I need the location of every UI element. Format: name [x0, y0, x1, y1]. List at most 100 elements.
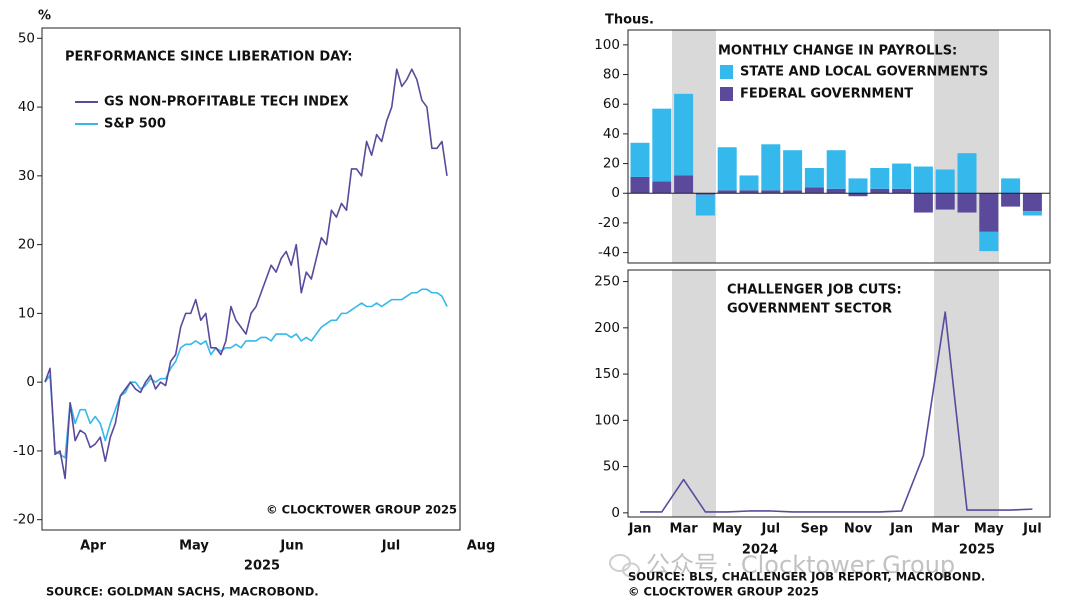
x-tick-label: Aug [467, 539, 496, 554]
bar [804, 168, 824, 188]
y-unit: % [38, 9, 51, 24]
legend-label: STATE AND LOCAL GOVERNMENTS [740, 65, 988, 80]
bar [979, 193, 999, 232]
y-tick-label: 0 [611, 505, 620, 521]
wechat-icon [609, 554, 640, 578]
x-tick-label: May [974, 522, 1004, 537]
bar [848, 193, 868, 197]
bar [913, 193, 933, 213]
x-tick-label: Jan [889, 522, 913, 537]
bar [1001, 178, 1021, 194]
legend-swatch [720, 65, 733, 79]
line [640, 311, 1033, 513]
x-tick-label: May [179, 539, 209, 554]
y-tick-label: 30 [18, 168, 35, 184]
highlight-band [672, 270, 716, 517]
y-tick-label: -40 [598, 245, 620, 261]
chart-title: CHALLENGER JOB CUTS: [727, 283, 902, 298]
bar [1022, 211, 1042, 216]
x-tick-label: Mar [931, 522, 960, 537]
bar [826, 150, 846, 189]
x-tick-label: Apr [80, 539, 106, 554]
x-axis-label: 2024 [742, 543, 778, 558]
y-tick-label: 0 [611, 185, 620, 201]
y-tick-label: 80 [603, 67, 620, 83]
y-tick-label: 20 [603, 156, 620, 172]
bar [739, 175, 759, 191]
x-tick-label: Mar [670, 522, 699, 537]
bar [674, 175, 694, 194]
bar [892, 163, 912, 189]
bar [630, 176, 650, 194]
legend-label: GS NON-PROFITABLE TECH INDEX [104, 95, 349, 110]
bar [935, 169, 955, 194]
source: SOURCE: BLS, CHALLENGER JOB REPORT, MACR… [628, 570, 985, 584]
bar [1022, 193, 1042, 212]
bar [957, 193, 977, 213]
bar [848, 178, 868, 194]
x-tick-label: Sep [801, 522, 829, 537]
copyright: © CLOCKTOWER GROUP 2025 [628, 585, 819, 599]
y-tick-label: -10 [13, 443, 35, 459]
watermark: 公众号 · Clocktower Group [646, 551, 955, 579]
bar [739, 190, 759, 194]
y-tick-label: 10 [18, 305, 35, 321]
chart-title: GOVERNMENT SECTOR [727, 302, 892, 317]
x-axis-label: 2025 [244, 559, 280, 574]
y-tick-label: 0 [26, 374, 35, 390]
y-unit: Thous. [605, 13, 654, 28]
plot-frame [627, 29, 1051, 264]
y-tick-label: 100 [594, 412, 620, 428]
x-axis-label: 2025 [959, 543, 995, 558]
bar [652, 108, 672, 182]
bar [783, 190, 803, 194]
bar [674, 93, 694, 176]
bar [870, 188, 890, 194]
x-tick-label: Jul [1022, 522, 1042, 537]
bar [892, 188, 912, 194]
legend-label: S&P 500 [104, 117, 166, 132]
bar [783, 150, 803, 191]
line [44, 68, 448, 480]
bar [826, 188, 846, 194]
highlight-band [934, 270, 999, 517]
chart-title: PERFORMANCE SINCE LIBERATION DAY: [65, 50, 352, 65]
bar [1001, 193, 1021, 207]
bar [913, 166, 933, 194]
y-tick-label: 50 [603, 459, 620, 475]
y-tick-label: -20 [598, 215, 620, 231]
y-tick-label: 40 [18, 99, 35, 115]
annotation: © CLOCKTOWER GROUP 2025 [266, 503, 457, 517]
x-tick-label: Jul [381, 539, 401, 554]
x-tick-label: May [712, 522, 742, 537]
bar [717, 190, 737, 194]
bar [761, 190, 781, 194]
bar [695, 193, 715, 195]
x-tick-label: Jul [761, 522, 781, 537]
plot-frame [41, 27, 461, 531]
bar [957, 153, 977, 194]
y-tick-label: 250 [594, 274, 620, 290]
bar [652, 181, 672, 194]
bar [804, 187, 824, 194]
y-tick-label: 50 [18, 30, 35, 46]
y-tick-label: 60 [603, 96, 620, 112]
bar [979, 231, 999, 252]
y-tick-label: 150 [594, 366, 620, 382]
bar [630, 142, 650, 177]
bar [717, 147, 737, 191]
y-tick-label: 100 [594, 37, 620, 53]
y-tick-label: -20 [13, 512, 35, 528]
x-tick-label: Nov [844, 522, 873, 537]
source: SOURCE: GOLDMAN SACHS, MACROBOND. [46, 585, 319, 599]
legend-label: FEDERAL GOVERNMENT [740, 87, 913, 102]
plot-frame [627, 269, 1051, 518]
y-tick-label: 200 [594, 320, 620, 336]
bar [935, 193, 955, 210]
legend-swatch [720, 87, 733, 101]
bar [695, 194, 715, 216]
chart-title: MONTHLY CHANGE IN PAYROLLS: [718, 44, 957, 59]
bar [870, 168, 890, 189]
bar [761, 144, 781, 191]
